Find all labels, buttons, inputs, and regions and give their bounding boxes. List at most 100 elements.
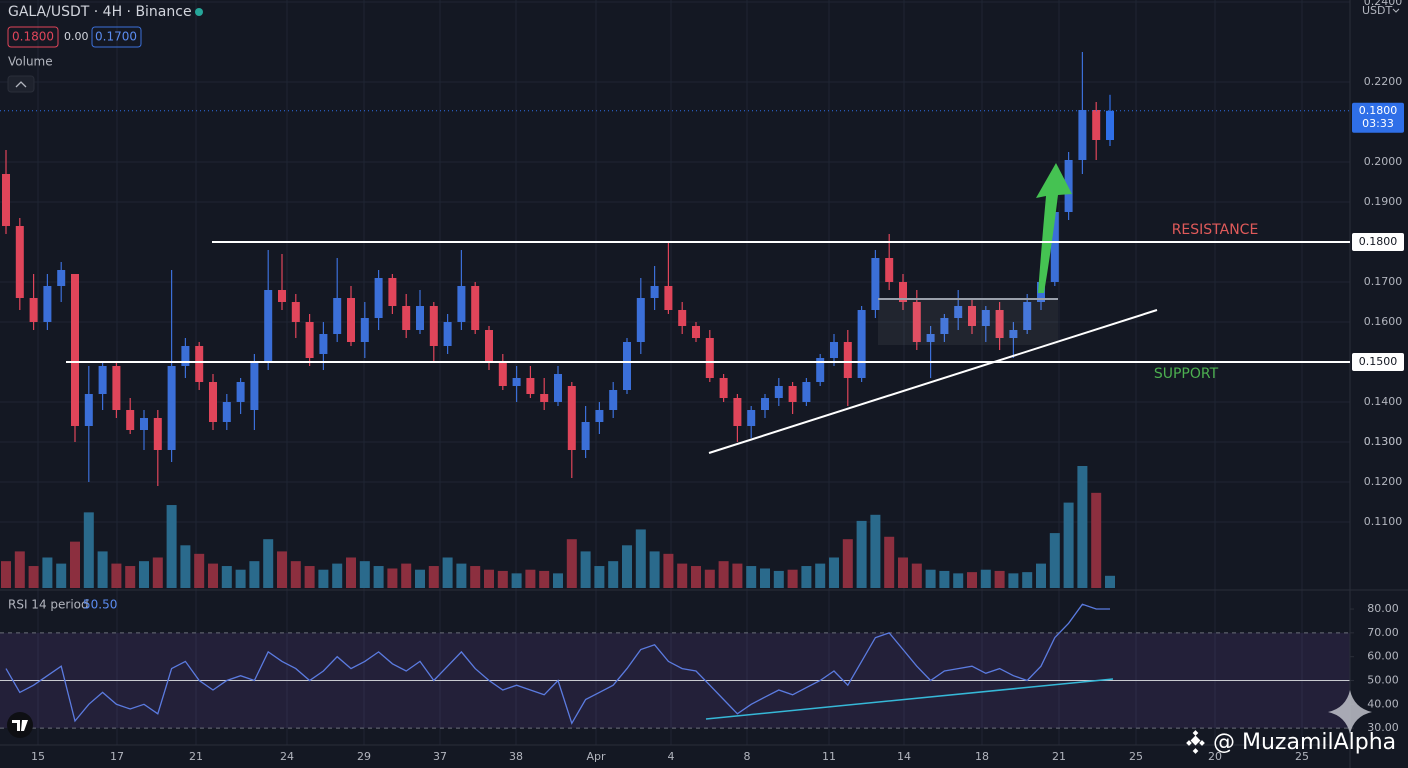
volume-bar <box>842 539 853 588</box>
candle-body <box>664 286 673 310</box>
volume-bar <box>911 563 922 588</box>
candle-body <box>443 322 452 346</box>
volume-bar <box>925 569 936 588</box>
y-tick-label: 0.1300 <box>1364 435 1403 448</box>
volume-bar <box>608 561 619 588</box>
volume-bar <box>442 557 453 588</box>
candle-body <box>802 382 811 402</box>
rsi-tick-label: 60.00 <box>1367 650 1399 663</box>
candle-body <box>402 306 411 330</box>
candle-body <box>609 390 618 410</box>
y-tick-label: 0.1900 <box>1364 195 1403 208</box>
rsi-tick-label: 40.00 <box>1367 697 1399 710</box>
candle-body <box>1064 160 1073 212</box>
volume-bar <box>953 573 964 588</box>
x-tick-label: 25 <box>1129 750 1143 763</box>
countdown-label: 03:33 <box>1362 117 1394 130</box>
candle-body <box>1009 330 1018 338</box>
volume-bar <box>566 539 577 588</box>
candle-body <box>1106 110 1114 140</box>
x-tick-label: 20 <box>1208 750 1222 763</box>
candle-body <box>885 258 894 282</box>
rsi-title: RSI 14 period <box>8 598 89 612</box>
candle-body <box>457 286 466 322</box>
candle-body <box>912 302 921 342</box>
volume-bar <box>42 557 53 588</box>
candle-body <box>15 226 24 298</box>
candle-body <box>374 278 383 318</box>
candle-body <box>692 326 700 338</box>
x-tick-label: 8 <box>744 750 751 763</box>
volume-bar <box>1091 492 1102 588</box>
volume-bar <box>111 563 122 588</box>
volume-bar <box>346 557 356 588</box>
volume-bar <box>28 566 39 588</box>
candle-body <box>595 410 604 422</box>
y-tick-label: 0.2000 <box>1364 155 1403 168</box>
volume-bar <box>318 569 329 588</box>
collapse-button[interactable] <box>7 75 35 93</box>
volume-bar <box>456 563 467 588</box>
x-tick-label: 11 <box>822 750 836 763</box>
candle-body <box>112 366 121 410</box>
candle-body <box>264 290 273 362</box>
volume-bar <box>1049 533 1060 588</box>
candle-body <box>526 378 535 394</box>
volume-bar <box>1077 466 1088 588</box>
volume-bar <box>884 536 895 588</box>
last-price-label: 0.1800 <box>1359 104 1398 117</box>
volume-bar <box>539 570 550 588</box>
candle-body <box>954 306 963 318</box>
volume-bar <box>484 569 494 588</box>
candle-body <box>623 342 631 390</box>
volume-bar <box>56 563 67 588</box>
volume-bar <box>649 551 660 588</box>
open-box <box>7 26 59 48</box>
volume-bar <box>994 570 1005 588</box>
volume-bar <box>704 569 715 588</box>
y-tick-label: 0.1700 <box>1364 275 1403 288</box>
candle-body <box>333 298 342 334</box>
candle-body <box>29 298 38 322</box>
y-tick-label: 0.1300 <box>1364 435 1403 448</box>
grid-layer <box>0 0 1354 745</box>
x-tick-label: 14 <box>897 750 911 763</box>
currency-label[interactable]: USDT <box>1362 4 1393 17</box>
level-name: RESISTANCE <box>1172 222 1259 238</box>
y-tick-label: 0.1200 <box>1364 475 1403 488</box>
level-name: SUPPORT <box>1154 366 1219 382</box>
x-tick-label: 37 <box>433 750 447 763</box>
candle-body <box>236 382 245 402</box>
candle-body <box>167 366 176 450</box>
volume-bar <box>180 545 191 588</box>
candle-body <box>140 418 148 430</box>
volume-bar <box>152 557 163 588</box>
volume-bar <box>373 566 384 588</box>
level-tag-label: 0.1800 <box>1359 235 1398 248</box>
rsi-tick-label: 70.00 <box>1367 626 1399 639</box>
volume-bar <box>221 566 232 588</box>
candle-body <box>554 374 562 402</box>
x-tick-label: 21 <box>189 750 203 763</box>
candle-body <box>319 334 328 354</box>
last-price-tag <box>1352 102 1404 133</box>
candle-body <box>360 318 369 342</box>
candle-body <box>250 362 259 410</box>
level-tag <box>1352 233 1404 251</box>
candle-body <box>581 422 590 450</box>
volume-bar <box>594 566 605 588</box>
volume-bar <box>208 563 218 588</box>
candle-body <box>57 270 66 286</box>
close-box <box>91 26 142 48</box>
candle-body <box>857 310 866 378</box>
candle-body <box>416 306 424 330</box>
volume-bar <box>718 561 729 588</box>
volume-bar <box>967 572 977 588</box>
candle-body <box>636 298 645 342</box>
candle-body <box>1023 302 1032 330</box>
up-arrow <box>1036 163 1072 293</box>
x-tick-label: 18 <box>975 750 989 763</box>
level-tag-label: 0.1500 <box>1359 355 1398 368</box>
x-tick-label: 24 <box>280 750 294 763</box>
volume-bar <box>635 529 646 588</box>
